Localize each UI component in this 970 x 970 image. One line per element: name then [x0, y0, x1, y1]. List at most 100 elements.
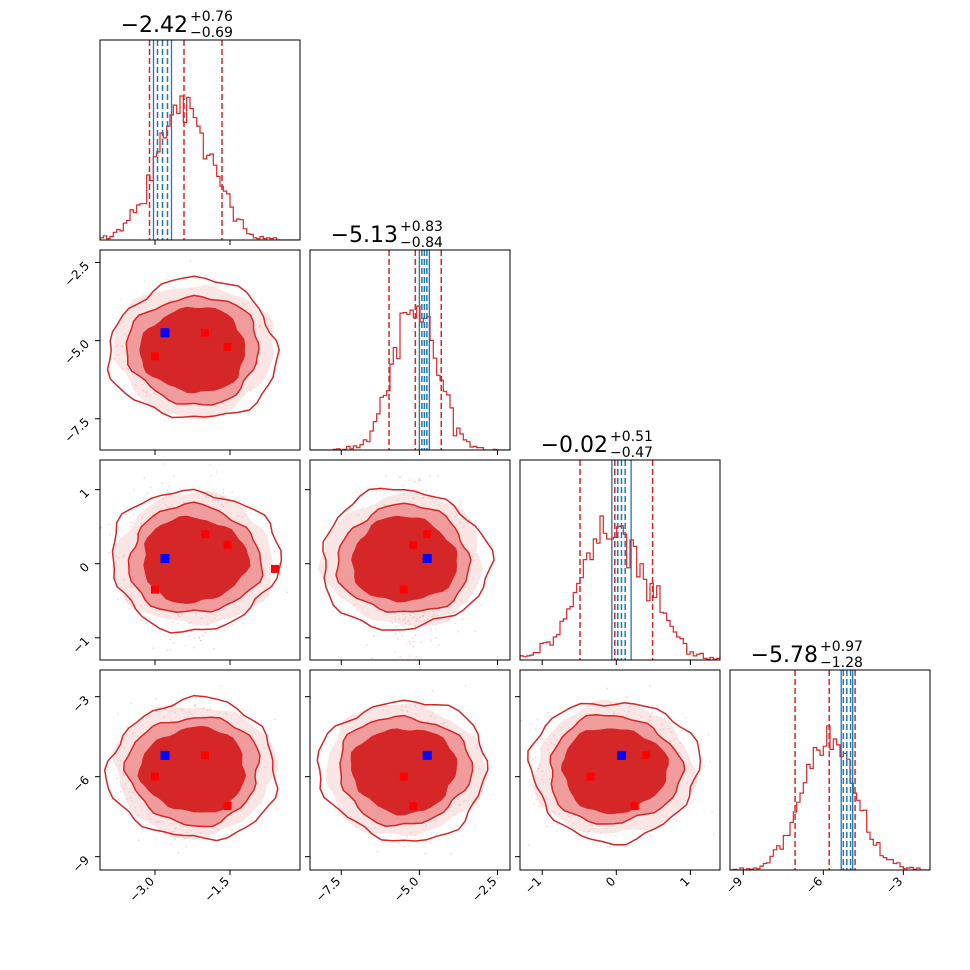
panel-title-median: −0.02	[541, 433, 608, 458]
scatter-point	[204, 495, 207, 497]
scatter-point	[130, 702, 133, 705]
scatter-point	[171, 504, 173, 506]
red-marker	[586, 772, 595, 781]
y-tick-label: −1	[70, 634, 92, 656]
scatter-point	[145, 622, 147, 625]
scatter-point	[395, 626, 397, 628]
blue-histogram	[152, 40, 173, 240]
scatter-point	[121, 345, 123, 347]
scatter-point	[275, 807, 278, 810]
scatter-point	[435, 637, 437, 639]
scatter-panel-p0-p2: −1 0 1	[70, 451, 301, 665]
scatter-point	[222, 496, 225, 498]
scatter-point	[114, 345, 117, 348]
red-marker	[201, 751, 209, 760]
scatter-point	[409, 643, 412, 645]
panel-title-plus: +0.76	[190, 9, 233, 25]
scatter-point	[142, 389, 144, 392]
scatter-point	[115, 555, 117, 558]
scatter-point	[449, 852, 452, 855]
scatter-point	[125, 334, 128, 337]
scatter-point	[274, 718, 276, 721]
scatter-point	[188, 622, 190, 625]
scatter-point	[415, 656, 417, 659]
scatter-point	[421, 489, 423, 492]
scatter-point	[172, 641, 175, 644]
panel-title-plus: +0.97	[820, 639, 863, 655]
scatter-point	[215, 495, 217, 497]
scatter-point	[126, 367, 129, 370]
x-tick-label: −1.5	[202, 874, 233, 905]
scatter-point	[191, 630, 194, 633]
scatter-point	[545, 825, 548, 828]
red-marker	[151, 585, 159, 594]
scatter-point	[649, 835, 652, 837]
scatter-point	[231, 623, 234, 626]
scatter-point	[417, 482, 420, 484]
scatter-point	[161, 482, 163, 484]
scatter-point	[459, 501, 462, 504]
scatter-point	[406, 694, 408, 696]
blue-marker	[616, 750, 626, 760]
scatter-point	[200, 640, 203, 642]
scatter-point	[454, 622, 457, 625]
scatter-point	[129, 521, 132, 524]
scatter-point	[533, 803, 535, 806]
scatter-point	[684, 716, 687, 719]
x-tick-label: −2.5	[469, 874, 500, 905]
scatter-point	[200, 451, 202, 453]
scatter-point	[436, 489, 439, 491]
scatter-point	[238, 500, 240, 503]
scatter-point	[259, 324, 261, 326]
scatter-point	[233, 604, 236, 607]
scatter-point	[108, 523, 110, 526]
scatter-point	[173, 838, 176, 841]
scatter-point	[152, 647, 154, 649]
red-marker	[223, 802, 232, 810]
x-tick-label: −3	[883, 874, 905, 896]
scatter-point	[385, 475, 388, 477]
scatter-point	[166, 649, 169, 651]
scatter-point	[375, 490, 378, 493]
scatter-point	[177, 613, 180, 616]
scatter-point	[676, 820, 678, 822]
scatter-point	[399, 631, 402, 633]
scatter-point	[414, 481, 417, 483]
scatter-point	[432, 492, 435, 494]
scatter-panel-p1-p3: −7.5 −5.0 −2.5	[305, 669, 511, 905]
scatter-point	[193, 636, 196, 639]
scatter-point	[370, 657, 373, 659]
scatter-point	[213, 647, 216, 650]
scatter-panel-p2-p3: −1 0 1	[515, 669, 721, 897]
x-tick-label: −1	[522, 874, 544, 896]
scatter-point	[130, 585, 132, 587]
scatter-point	[556, 823, 559, 826]
scatter-point	[225, 495, 228, 497]
scatter-point	[231, 829, 233, 832]
hist-panel-p0: −2.42 +0.76−0.69	[99, 9, 301, 245]
density-contour-outer	[106, 275, 280, 419]
panel-title-plus: +0.51	[610, 429, 653, 445]
red-histogram	[520, 515, 720, 660]
red-marker	[151, 352, 159, 361]
scatter-point	[134, 384, 137, 387]
scatter-point	[154, 391, 157, 394]
scatter-point	[161, 497, 164, 500]
scatter-point	[406, 835, 408, 838]
scatter-panel-p0-p3: −3.0 −1.5 −9 −6 −3	[70, 669, 301, 905]
scatter-point	[156, 506, 159, 509]
scatter-point	[154, 499, 157, 502]
y-tick-label: −6	[70, 773, 92, 795]
scatter-point	[133, 600, 136, 602]
scatter-point	[140, 303, 143, 305]
scatter-point	[204, 632, 207, 634]
panel-title-median: −5.13	[331, 223, 398, 248]
scatter-point	[585, 834, 588, 836]
scatter-point	[123, 385, 126, 387]
scatter-point	[184, 663, 186, 665]
scatter-point	[209, 464, 212, 467]
red-marker	[271, 564, 279, 573]
scatter-point	[136, 529, 139, 532]
scatter-point	[464, 685, 467, 688]
red-marker	[630, 802, 639, 810]
